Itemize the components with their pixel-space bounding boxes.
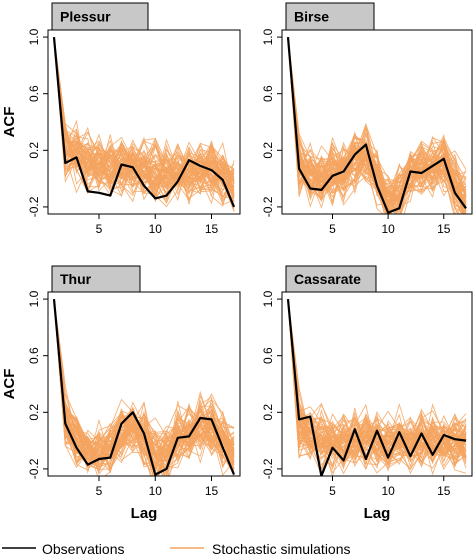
- x-axis-title: Lag: [364, 505, 391, 522]
- simulation-line: [53, 299, 235, 476]
- plot-frame: [281, 29, 473, 215]
- x-tick-label: 5: [329, 222, 336, 236]
- plot-frame: [47, 291, 241, 477]
- simulation-line: [53, 37, 235, 202]
- simulation-line: [287, 37, 459, 214]
- plot-frame: [281, 291, 473, 477]
- simulation-line: [287, 37, 464, 214]
- y-tick-label: -0.2: [27, 196, 41, 217]
- observations-line: [52, 299, 236, 476]
- x-tick-label: 10: [149, 222, 163, 236]
- simulation-line: [53, 37, 235, 194]
- simulation-line: [287, 299, 467, 457]
- simulation-line: [53, 37, 235, 202]
- panel-title-box: [51, 2, 149, 31]
- y-tick-label: 1.0: [27, 290, 41, 307]
- y-tick-label: -0.2: [261, 196, 275, 217]
- y-tick-label: 1.0: [261, 290, 275, 307]
- panel-plessur: -0.2 0.2 0.6 1.0 5 10 15 ACF Plessur: [1, 2, 241, 236]
- observations-line: [286, 298, 467, 476]
- y-tick-label: 1.0: [261, 28, 275, 45]
- simulation-line: [287, 37, 467, 214]
- simulation-line: [53, 37, 235, 203]
- simulation-line: [287, 37, 462, 214]
- x-tick-label: 10: [149, 484, 163, 498]
- y-axis-title: ACF: [1, 369, 18, 400]
- x-tick-label: 5: [96, 222, 103, 236]
- simulation-line: [53, 37, 235, 188]
- simulation-line: [287, 299, 467, 461]
- panel-birse: -0.2 0.2 0.6 1.0 5 10 15 Birse: [261, 2, 473, 236]
- simulation-line: [287, 299, 467, 460]
- x-axis-title: Lag: [131, 505, 158, 522]
- simulation-line: [287, 299, 467, 475]
- simulation-line: [53, 299, 235, 475]
- y-tick-label: 0.6: [27, 85, 41, 102]
- simulation-lines: [53, 37, 235, 212]
- simulation-line: [287, 37, 467, 214]
- y-tick-label: 1.0: [27, 28, 41, 45]
- panel-title: Cassarate: [294, 271, 361, 287]
- y-tick-label: 0.6: [27, 347, 41, 364]
- panel-title-box: [285, 2, 375, 31]
- simulation-line: [53, 37, 235, 195]
- simulation-line: [287, 37, 467, 214]
- x-tick-label: 10: [381, 222, 395, 236]
- simulation-lines: [53, 299, 235, 476]
- x-tick-label: 5: [96, 484, 103, 498]
- x-tick-label: 15: [437, 484, 451, 498]
- simulation-line: [53, 37, 235, 179]
- simulation-line: [53, 37, 235, 196]
- panel-title-box: [51, 265, 141, 293]
- panel-title-box: [285, 265, 377, 293]
- legend: Observations Stochastic simulations: [2, 541, 351, 555]
- panel-title: Plessur: [60, 9, 111, 25]
- x-tick-label: 5: [329, 484, 336, 498]
- simulation-line: [53, 37, 235, 200]
- y-tick-label: 0.6: [261, 347, 275, 364]
- simulation-line: [287, 37, 466, 214]
- x-tick-label: 10: [381, 484, 395, 498]
- simulation-line: [53, 299, 235, 475]
- y-tick-label: 0.2: [261, 404, 275, 421]
- panel-title: Birse: [294, 9, 329, 25]
- simulation-line: [287, 299, 467, 464]
- observations-line: [52, 37, 236, 208]
- simulation-line: [287, 299, 467, 464]
- simulation-line: [53, 299, 235, 467]
- panel-title: Thur: [60, 271, 92, 287]
- legend-simulations-label: Stochastic simulations: [212, 541, 351, 555]
- panels-group: -0.2 0.2 0.6 1.0 5 10 15 ACF Plessur -0.2 0.2 0.6 1.…: [1, 2, 473, 522]
- legend-observations-label: Observations: [42, 541, 124, 555]
- y-tick-label: 0.2: [261, 142, 275, 159]
- y-tick-label: -0.2: [261, 458, 275, 479]
- simulation-line: [287, 37, 467, 212]
- y-tick-label: -0.2: [27, 458, 41, 479]
- simulation-line: [287, 299, 467, 474]
- simulation-line: [287, 37, 464, 214]
- simulation-line: [53, 37, 235, 195]
- simulation-line: [287, 37, 462, 214]
- x-tick-label: 15: [205, 222, 219, 236]
- observations-line: [286, 37, 467, 214]
- simulation-lines: [287, 37, 467, 214]
- y-tick-label: 0.2: [27, 404, 41, 421]
- simulation-line: [53, 37, 235, 194]
- x-tick-label: 15: [205, 484, 219, 498]
- y-tick-label: 0.2: [27, 142, 41, 159]
- simulation-line: [53, 299, 235, 470]
- simulation-line: [287, 37, 465, 214]
- simulation-line: [287, 37, 467, 210]
- y-tick-label: 0.6: [261, 85, 275, 102]
- x-tick-label: 15: [437, 222, 451, 236]
- simulation-line: [287, 37, 467, 206]
- panel-cassarate: -0.2 0.2 0.6 1.0 5 10 15 Lag Cassarate: [261, 265, 473, 522]
- panel-thur: -0.2 0.2 0.6 1.0 5 10 15 ACF Lag Thur: [1, 265, 241, 522]
- simulation-lines: [287, 299, 467, 476]
- simulation-line: [287, 37, 467, 214]
- y-axis-title: ACF: [1, 107, 18, 138]
